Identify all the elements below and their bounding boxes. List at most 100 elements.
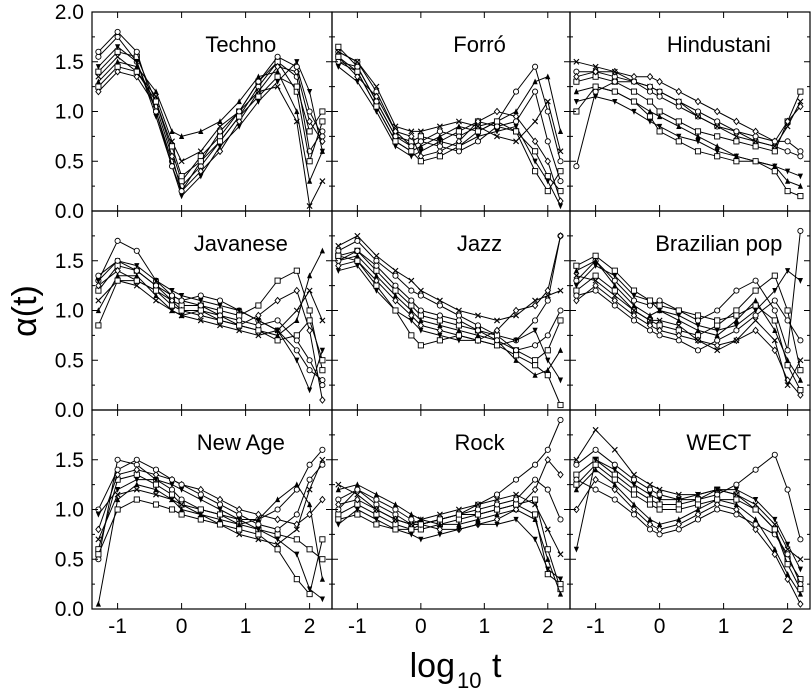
data-point [179,506,185,513]
data-point [513,476,520,483]
data-point [373,282,380,289]
data-point [797,586,804,593]
data-point [373,262,380,269]
data-point [392,307,399,314]
data-point [695,327,701,333]
series-6 [573,287,804,354]
data-point [545,367,551,373]
data-point [418,143,424,149]
data-point [392,526,399,533]
data-point [114,456,121,463]
series-line [337,66,561,207]
panel-6: 0.0 0.5 1.0 1.5 -1 0 1 2 New Age [55,409,333,638]
data-point [319,446,326,453]
data-point [455,317,462,324]
data-point [573,546,579,553]
data-point [417,292,424,299]
data-point [797,367,804,374]
data-point [592,446,599,453]
data-point [733,481,740,488]
data-point [306,510,313,519]
data-point [335,247,342,254]
series-line [338,484,561,595]
data-point [134,263,140,269]
data-point [656,317,663,324]
data-point [306,108,313,115]
data-point [474,117,482,126]
data-point [95,322,102,329]
series-4 [335,64,564,210]
data-point [475,332,481,338]
data-point [319,178,326,185]
data-point [714,143,720,149]
data-point [593,466,599,473]
data-point [797,173,803,180]
series-1 [335,43,564,195]
data-point [676,317,682,324]
data-point [335,486,341,493]
data-point [475,516,481,523]
series-line [97,483,323,605]
data-point [797,337,804,344]
series-5 [335,481,564,558]
data-point [178,501,185,508]
data-point [392,272,399,279]
data-point [392,296,399,305]
data-point [733,133,740,140]
data-point [152,282,160,289]
data-point [293,286,300,295]
data-point [197,158,204,165]
data-point [611,267,618,274]
data-point [753,496,759,503]
data-point [544,571,551,578]
series-line [97,240,323,381]
data-point [169,128,175,134]
data-point [255,88,262,95]
series-line [576,71,801,143]
data-point [557,317,564,324]
series-3 [335,52,564,205]
data-point [169,288,175,294]
data-point [168,163,176,170]
data-point [373,252,380,259]
data-point [217,123,223,130]
data-point [592,426,599,433]
data-point [306,326,313,335]
data-point [676,516,682,523]
data-point [611,461,618,468]
data-point [557,168,564,175]
data-point [573,163,580,170]
data-point [417,307,424,314]
data-point [513,138,520,145]
x-axis-label: log 10 t [410,647,502,692]
data-point [373,506,380,513]
series-line [576,284,801,396]
data-point [197,292,204,299]
data-point [373,257,380,264]
data-point [784,561,791,568]
data-point [733,138,740,145]
series-line [97,459,323,545]
series-2 [95,247,325,338]
data-point [153,477,159,483]
data-point [408,128,415,135]
series-line [98,260,323,386]
data-point [354,263,360,269]
data-point [354,232,361,239]
data-point [437,322,443,329]
data-point [408,132,415,141]
data-point [197,148,204,155]
data-point [611,496,618,503]
data-point [714,107,721,116]
data-point [168,143,176,150]
series-line [98,36,323,188]
data-point [714,133,721,140]
panel-plot-area [573,58,804,200]
data-point [307,89,313,95]
series-6 [95,28,326,195]
data-point [335,516,342,523]
data-point [436,326,444,335]
data-point [611,476,618,483]
data-point [437,332,443,339]
data-point [95,272,102,279]
